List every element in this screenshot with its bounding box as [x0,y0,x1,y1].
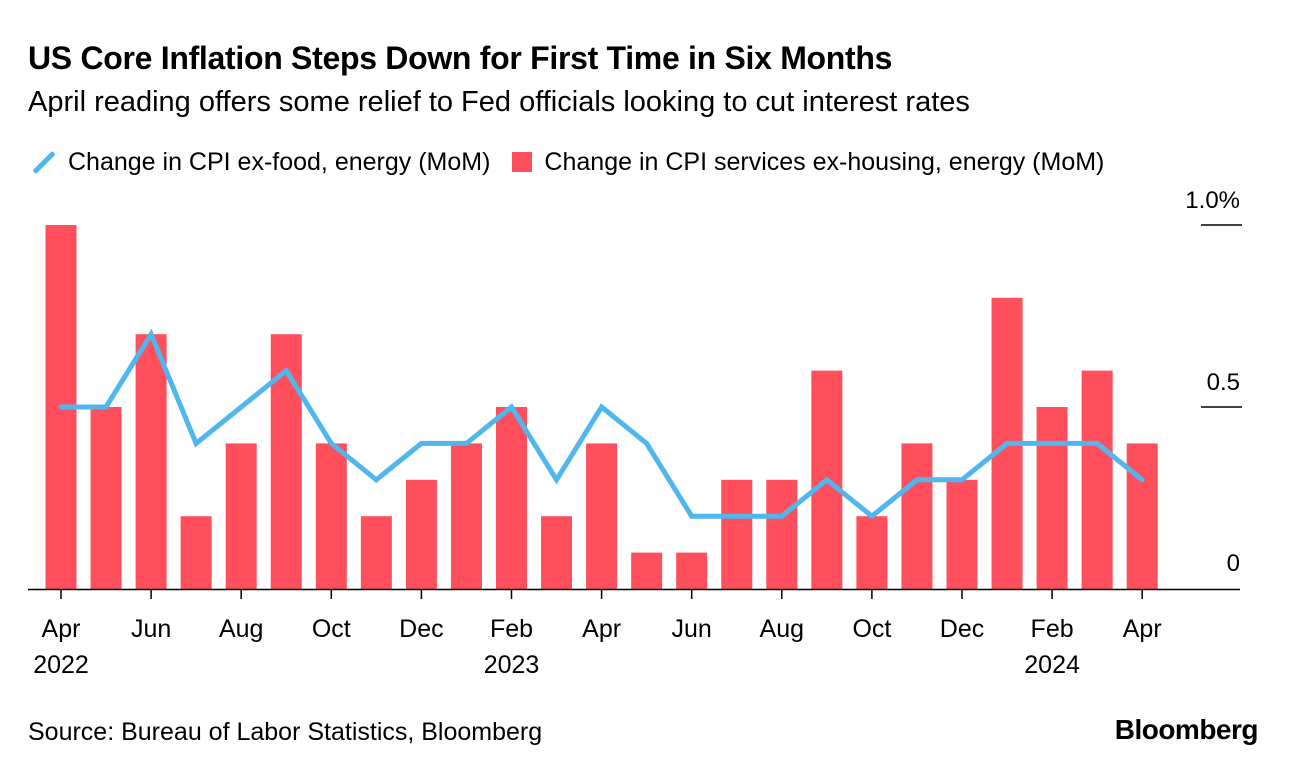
bar [1036,407,1068,589]
line-point [238,404,244,410]
chart-title: US Core Inflation Steps Down for First T… [28,40,893,76]
bar [1081,370,1113,589]
line-point [599,404,605,410]
line-point [914,477,920,483]
line-point [1094,440,1100,446]
legend-item-bar: Change in CPI services ex-housing, energ… [512,148,1104,177]
bar [496,407,527,589]
bar [450,443,482,589]
x-tick-label: Apr [42,615,81,643]
bloomberg-logo: Bloomberg [1114,714,1259,745]
legend: Change in CPI ex-food, energy (MoM) Chan… [28,147,1126,177]
line-point [734,513,740,519]
line-point [959,477,965,483]
bar [901,443,933,589]
line-point [824,477,830,483]
x-tick-label: Aug [219,615,263,643]
x-tick-label: Oct [312,615,351,643]
x-tick-label: Dec [399,615,443,643]
x-tick-label: Apr [1123,615,1162,643]
line-point [779,513,785,519]
bar [946,479,978,589]
line-point [1139,477,1145,483]
bar [541,516,573,589]
source-note: Source: Bureau of Labor Statistics, Bloo… [28,718,543,746]
y-tick-label: 1.0% [1185,187,1240,214]
x-tick-label: Dec [940,615,984,643]
line-point [509,404,514,410]
x-tick-label: Jun [672,615,712,643]
x-year-label: 2022 [33,651,89,679]
line-point [463,440,469,446]
x-year-label: 2024 [1024,651,1080,679]
line-point [103,404,109,410]
legend-line-label: Change in CPI ex-food, energy (MoM) [68,147,491,176]
line-point [869,513,875,519]
bar [405,479,437,589]
legend-bar-label: Change in CPI services ex-housing, energ… [544,147,1105,176]
line-point [193,440,199,446]
x-tick-label: Apr [582,615,621,643]
bar [1126,443,1158,589]
line-point [1004,440,1010,446]
bar [180,516,212,589]
line-point [328,440,334,446]
bar [135,334,167,589]
bar [360,516,392,589]
line-point [148,331,154,337]
line-point [554,477,560,483]
chart-subtitle: April reading offers some relief to Fed … [28,86,970,118]
bar [315,443,347,589]
y-tick-label: 0 [1227,550,1240,577]
x-year-label: 2023 [484,651,540,679]
x-tick-label: Feb [490,615,533,643]
x-tick-label: Aug [760,615,804,643]
line-point [1049,440,1055,446]
line-point [373,477,379,483]
line-point [644,440,650,446]
bar [225,443,257,589]
line-point [58,404,64,410]
x-tick-label: Oct [852,615,891,643]
bar [721,479,753,589]
line-point [283,368,289,374]
bar [631,552,663,589]
y-tick-label: 0.5 [1207,369,1240,396]
bar-swatch-icon [512,152,533,172]
x-tick-label: Jun [131,615,171,643]
line-point [418,440,424,446]
bar [766,479,798,589]
bar [676,552,708,589]
bar [856,516,888,589]
line-point [689,513,695,519]
bar [586,443,618,589]
bar [90,407,122,589]
legend-item-line: Change in CPI ex-food, energy (MoM) [28,147,490,177]
x-tick-label: Feb [1031,615,1074,643]
